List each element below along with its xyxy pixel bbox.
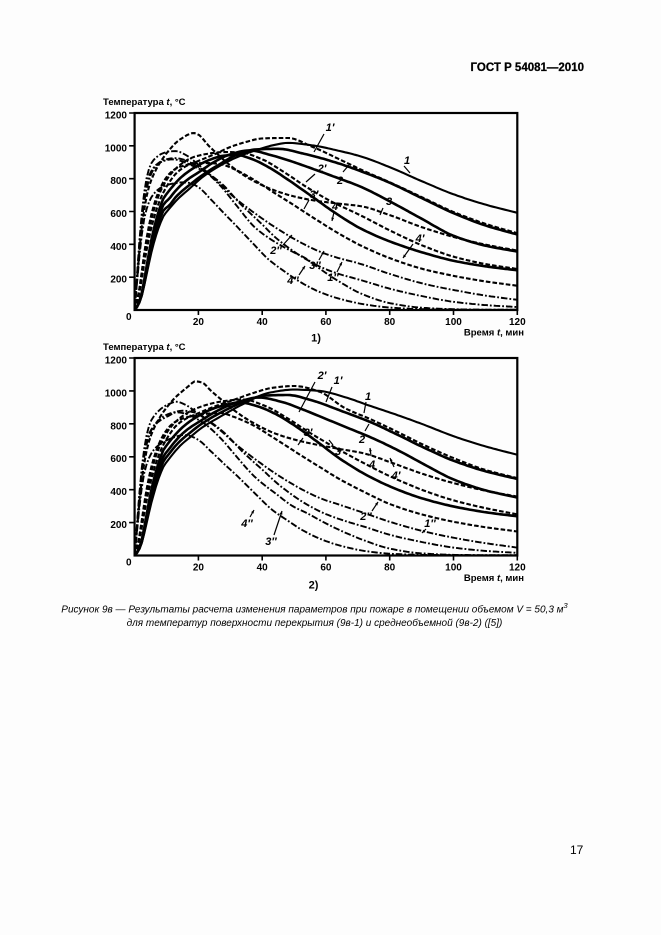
svg-text:600: 600 xyxy=(110,454,127,465)
svg-text:100: 100 xyxy=(445,317,462,328)
svg-text:1000: 1000 xyxy=(105,388,128,399)
svg-text:200: 200 xyxy=(110,520,127,531)
svg-text:120: 120 xyxy=(509,317,526,328)
svg-text:2′: 2′ xyxy=(317,370,328,382)
svg-text:Время t, мин: Время t, мин xyxy=(464,328,524,339)
svg-text:80: 80 xyxy=(384,563,396,574)
svg-text:2): 2) xyxy=(309,580,319,592)
svg-text:20: 20 xyxy=(193,563,205,574)
svg-text:4: 4 xyxy=(368,459,375,471)
svg-text:120: 120 xyxy=(509,563,526,574)
svg-text:1″: 1″ xyxy=(327,272,339,284)
svg-text:40: 40 xyxy=(257,563,269,574)
svg-text:80: 80 xyxy=(384,317,396,328)
svg-text:1200: 1200 xyxy=(105,356,128,367)
svg-text:Время t, мин: Время t, мин xyxy=(464,573,524,584)
svg-text:3′: 3′ xyxy=(304,427,314,439)
svg-text:3: 3 xyxy=(386,196,392,208)
svg-text:100: 100 xyxy=(445,563,462,574)
svg-text:400: 400 xyxy=(110,487,127,498)
svg-text:3″: 3″ xyxy=(309,260,321,272)
svg-text:0: 0 xyxy=(126,558,132,569)
svg-text:3: 3 xyxy=(335,446,341,458)
svg-text:800: 800 xyxy=(110,176,127,187)
svg-text:Температура t, °С: Температура t, °С xyxy=(103,342,186,353)
svg-text:400: 400 xyxy=(110,242,127,253)
svg-text:3″: 3″ xyxy=(265,536,277,548)
svg-text:800: 800 xyxy=(110,421,127,432)
svg-text:1): 1) xyxy=(311,333,321,345)
svg-text:4′: 4′ xyxy=(391,470,402,482)
svg-text:4: 4 xyxy=(331,201,338,213)
svg-text:Температура t, °С: Температура t, °С xyxy=(103,97,186,108)
svg-text:2: 2 xyxy=(336,175,343,187)
svg-text:4″: 4″ xyxy=(240,518,253,530)
svg-text:600: 600 xyxy=(110,209,127,220)
svg-text:1000: 1000 xyxy=(105,143,128,154)
svg-text:60: 60 xyxy=(320,317,332,328)
svg-text:60: 60 xyxy=(320,563,332,574)
svg-text:0: 0 xyxy=(126,312,132,323)
svg-text:2: 2 xyxy=(358,434,365,446)
svg-text:4″: 4″ xyxy=(286,275,299,287)
svg-text:2″: 2″ xyxy=(269,245,282,257)
svg-text:20: 20 xyxy=(193,317,205,328)
svg-text:3′: 3′ xyxy=(310,189,320,201)
svg-text:1: 1 xyxy=(404,155,410,167)
svg-text:4′: 4′ xyxy=(415,233,426,245)
svg-text:40: 40 xyxy=(257,317,269,328)
svg-text:200: 200 xyxy=(110,275,127,286)
svg-text:1′: 1′ xyxy=(326,122,336,134)
svg-text:2″: 2″ xyxy=(359,511,372,523)
svg-text:1200: 1200 xyxy=(105,111,128,122)
svg-text:1′: 1′ xyxy=(334,375,344,387)
svg-text:1″: 1″ xyxy=(424,518,436,530)
svg-text:2′: 2′ xyxy=(317,163,328,175)
svg-text:1: 1 xyxy=(365,391,371,403)
